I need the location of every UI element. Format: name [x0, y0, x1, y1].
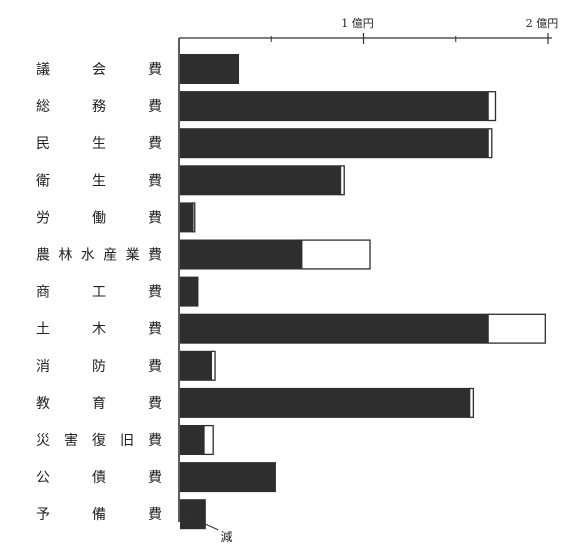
tick-label: 2 億円: [526, 17, 559, 30]
bar-base: [180, 91, 489, 122]
annotation-arrow: [182, 513, 219, 531]
bar-increment: [301, 239, 371, 270]
axis: [178, 37, 552, 522]
bar-base: [180, 239, 302, 270]
category-label: 農林水産業費: [36, 248, 162, 264]
category-labels: 議会費総務費民生費衛生費労働費農林水産業費商工費土木費消防費教育費災害復旧費公債…: [36, 61, 162, 523]
bar-base: [180, 313, 489, 344]
bar-increment: [487, 128, 493, 159]
annotation-label: 減: [221, 529, 233, 544]
category-label: 土木費: [36, 322, 162, 338]
category-label: 総務費: [36, 99, 162, 115]
category-label: 消防費: [36, 359, 162, 375]
bar-base: [180, 462, 276, 493]
bar-base: [180, 350, 212, 381]
bar-increment: [487, 313, 546, 344]
bar-increment: [210, 350, 216, 381]
category-label: 公債費: [36, 470, 162, 486]
bar-increment: [192, 202, 196, 233]
category-label: 災害復旧費: [36, 432, 162, 449]
bar-base: [180, 165, 341, 196]
category-label: 予備費: [36, 507, 162, 523]
category-label: 労働費: [36, 210, 162, 226]
category-label: 商工費: [36, 285, 162, 301]
bar-base: [180, 128, 489, 159]
category-label: 衛生費: [36, 173, 162, 189]
category-label: 教育費: [36, 396, 162, 412]
tick-label: 1 億円: [341, 17, 374, 30]
bar-increment: [487, 91, 497, 122]
bar-base: [180, 276, 199, 307]
bar-increment: [203, 424, 214, 456]
ticks: 1 億円 2 億円: [270, 17, 559, 44]
category-label: 議会費: [36, 61, 162, 78]
bar-base: [180, 202, 193, 233]
bar-increment: [339, 165, 345, 196]
bar-base: [180, 54, 240, 84]
category-label: 民生費: [36, 136, 162, 152]
bar-base: [180, 425, 204, 455]
bars: [180, 54, 546, 530]
bar-base: [180, 387, 470, 418]
bar-increment: [469, 387, 475, 418]
annotations: 減: [182, 513, 233, 544]
